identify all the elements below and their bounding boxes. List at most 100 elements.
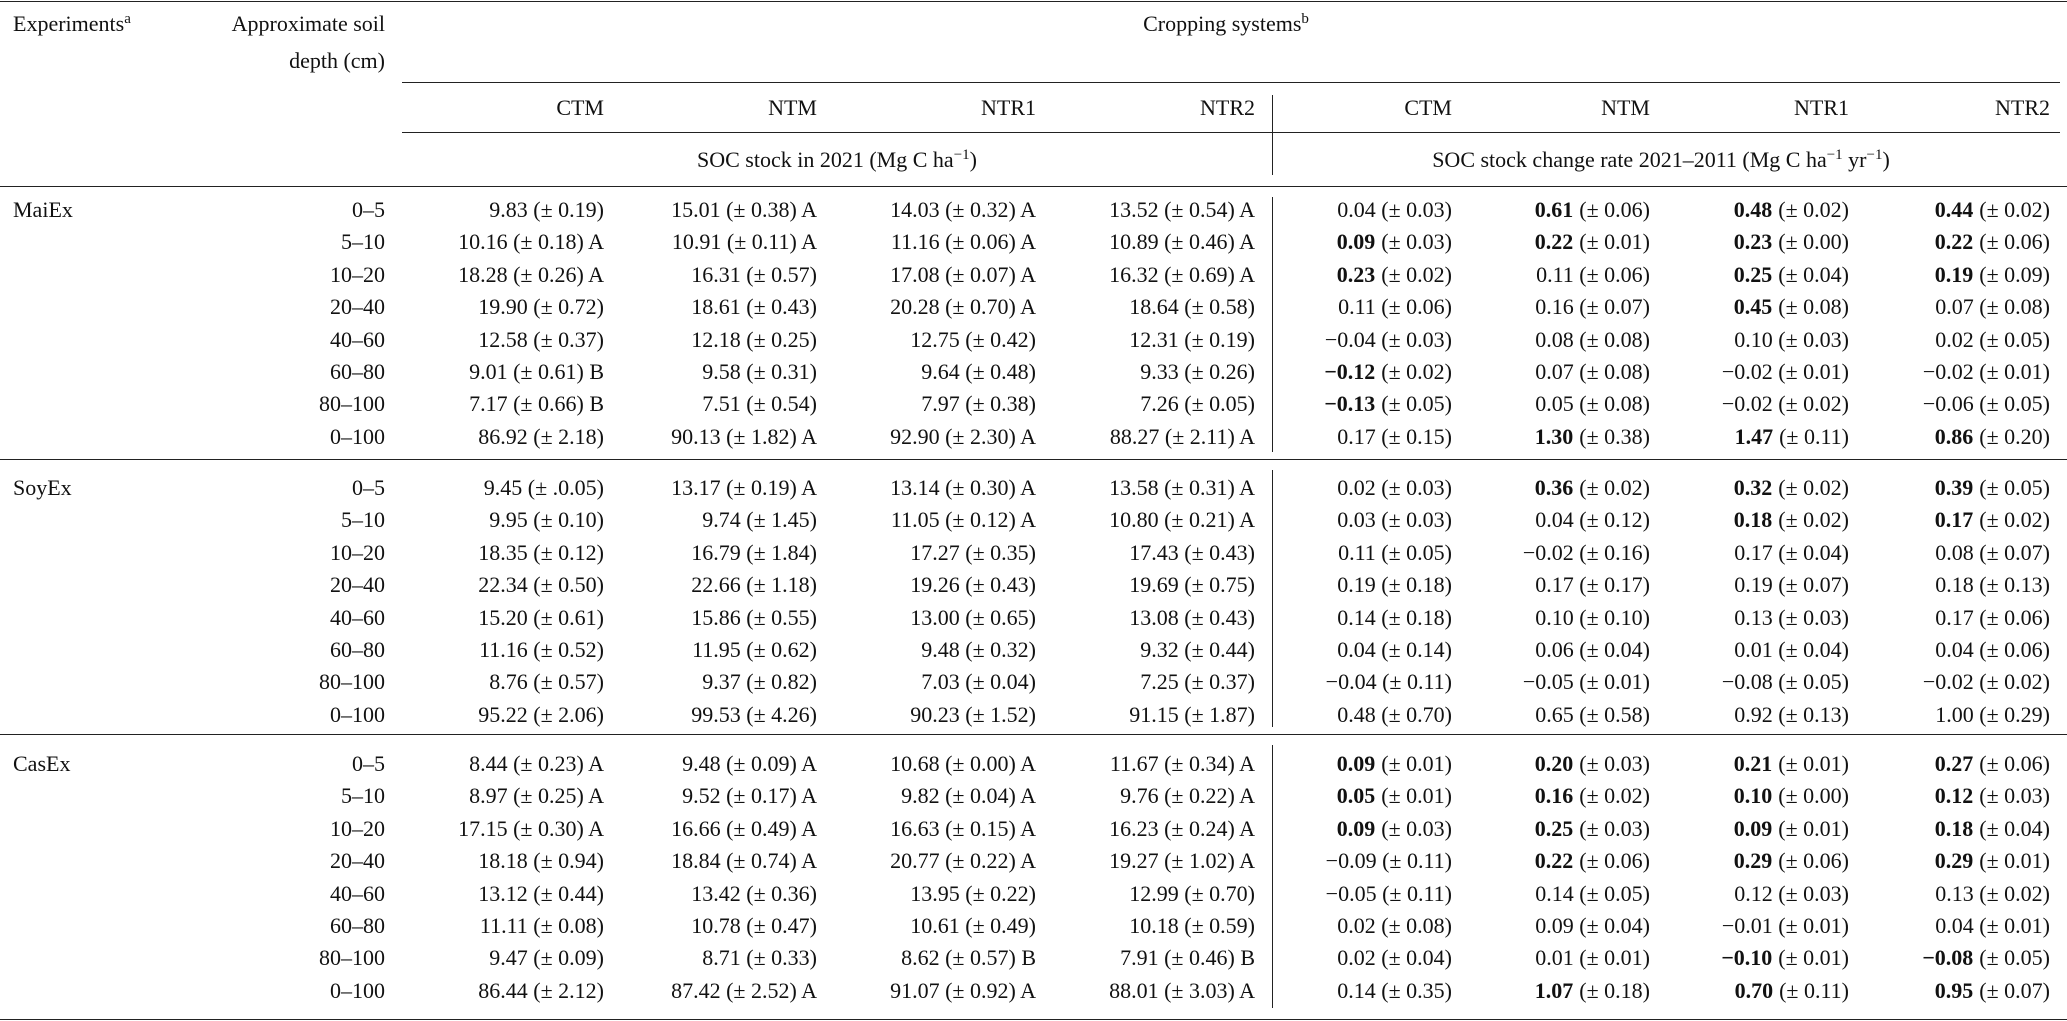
table-cell: 9.37 (± 0.82) — [702, 669, 817, 695]
table-cell: 9.52 (± 0.17) A — [682, 783, 817, 809]
table-cell: 0.22 (± 0.06) — [1935, 231, 2050, 253]
table-cell: 99.53 (± 4.26) — [691, 701, 817, 727]
depth-label: 40–60 — [330, 604, 385, 630]
superscript: −1 — [1866, 147, 1883, 163]
table-cell: 0.04 (± 0.01) — [1935, 913, 2050, 938]
table-cell: 0.23 (± 0.00) — [1734, 231, 1849, 253]
table-cell: 15.20 (± 0.61) — [478, 604, 604, 630]
cell-text: (± 0.20) — [1979, 423, 2050, 449]
experiments-header: Experimentsa — [13, 12, 131, 35]
bold-value: −0.10 — [1721, 945, 1773, 971]
table-cell: 8.97 (± 0.25) A — [469, 783, 604, 809]
bold-value: 0.70 — [1734, 977, 1774, 1003]
depth-label: 0–5 — [352, 475, 385, 500]
rule — [0, 459, 2067, 460]
table-cell: 0.48 (± 0.70) — [1337, 701, 1452, 727]
cell-text: (± 0.01) — [1778, 945, 1849, 971]
table-cell: 12.31 (± 0.19) — [1129, 326, 1255, 352]
bold-value: −0.08 — [1922, 945, 1974, 971]
table-cell: 0.14 (± 0.35) — [1337, 977, 1452, 1003]
table-cell: 8.62 (± 0.57) B — [901, 945, 1036, 971]
table-cell: 13.00 (± 0.65) — [910, 604, 1036, 630]
table-cell: 0.09 (± 0.01) — [1337, 753, 1452, 775]
stock-header: SOC stock in 2021 (Mg C ha−1) — [697, 147, 977, 172]
bold-value: −0.13 — [1324, 391, 1376, 417]
depth-label: 60–80 — [330, 359, 385, 384]
cell-text: (± 0.06) — [1979, 229, 2050, 255]
bold-value: 0.10 — [1733, 783, 1773, 809]
table-cell: 19.69 (± 0.75) — [1129, 572, 1255, 598]
table-cell: 0.17 (± 0.04) — [1734, 539, 1849, 565]
bold-value: 0.09 — [1733, 815, 1773, 841]
table-cell: 0.13 (± 0.03) — [1734, 604, 1849, 630]
table-cell: −0.05 (± 0.01) — [1522, 669, 1650, 695]
table-cell: 18.28 (± 0.26) A — [458, 261, 604, 287]
table-cell: 13.08 (± 0.43) — [1129, 604, 1255, 630]
system-header: NTM — [1601, 95, 1650, 120]
depth-label: 60–80 — [330, 637, 385, 662]
table-cell: 9.48 (± 0.09) A — [682, 751, 817, 776]
table-cell: 0.61 (± 0.06) — [1535, 199, 1650, 221]
table-cell: 0.44 (± 0.02) — [1935, 199, 2050, 221]
footnote-mark: b — [1301, 11, 1309, 27]
cell-text: (± 0.01) — [1979, 848, 2050, 874]
table-cell: 11.67 (± 0.34) A — [1109, 751, 1255, 776]
table-cell: 0.19 (± 0.07) — [1734, 572, 1849, 598]
cell-text: (± 0.38) — [1579, 423, 1650, 449]
cell-text: (± 0.01) — [1381, 783, 1452, 809]
table-cell: 16.79 (± 1.84) — [691, 539, 817, 565]
table-cell: 13.58 (± 0.31) A — [1109, 475, 1255, 500]
depth-label: 5–10 — [341, 507, 385, 533]
table-cell: 0.17 (± 0.06) — [1935, 604, 2050, 630]
table-cell: 15.01 (± 0.38) A — [671, 197, 817, 222]
depth-label: 0–100 — [330, 423, 385, 449]
header-text: SOC stock in 2021 (Mg C ha — [697, 147, 954, 172]
divider — [1272, 470, 1273, 727]
table-cell: 8.44 (± 0.23) A — [469, 751, 604, 776]
table-cell: 0.10 (± 0.03) — [1734, 326, 1849, 352]
table-cell: 9.76 (± 0.22) A — [1120, 783, 1255, 809]
table-cell: 20.77 (± 0.22) A — [890, 848, 1036, 874]
depth-header: Approximate soil — [231, 11, 385, 36]
table-cell: 11.11 (± 0.08) — [479, 913, 604, 938]
table-cell: 0.01 (± 0.04) — [1734, 637, 1849, 662]
table-cell: 22.66 (± 1.18) — [691, 572, 817, 598]
table-cell: 10.91 (± 0.11) A — [671, 229, 817, 255]
cell-text: (± 0.02) — [1381, 359, 1452, 384]
bold-value: 0.09 — [1336, 229, 1376, 255]
table-cell: 0.17 (± 0.17) — [1535, 572, 1650, 598]
bold-value: 0.18 — [1733, 507, 1773, 533]
table-cell: 0.45 (± 0.08) — [1734, 296, 1849, 318]
table-cell: 16.63 (± 0.15) A — [890, 815, 1036, 841]
bold-value: 0.20 — [1534, 751, 1574, 776]
table-cell: 18.64 (± 0.58) — [1129, 294, 1255, 320]
bold-value: 0.22 — [1534, 229, 1574, 255]
table-cell: 1.47 (± 0.11) — [1735, 425, 1849, 448]
table-cell: 0.39 (± 0.05) — [1935, 477, 2050, 499]
table-cell: 13.52 (± 0.54) A — [1109, 197, 1255, 222]
table-cell: 12.58 (± 0.37) — [478, 326, 604, 352]
table-cell: 0.04 (± 0.03) — [1337, 197, 1452, 222]
cell-text: (± 0.08) — [1778, 294, 1849, 320]
table-cell: 0.05 (± 0.08) — [1535, 391, 1650, 417]
table-cell: −0.04 (± 0.03) — [1324, 326, 1452, 352]
table-cell: 8.71 (± 0.33) — [702, 945, 817, 971]
table-cell: −0.01 (± 0.01) — [1721, 913, 1849, 938]
header-text: SOC stock change rate 2021–2011 (Mg C ha — [1432, 147, 1827, 172]
bold-value: 0.22 — [1934, 229, 1974, 255]
depth-label: 40–60 — [330, 326, 385, 352]
table-cell: −0.12 (± 0.02) — [1324, 361, 1452, 383]
table-cell: 12.18 (± 0.25) — [691, 326, 817, 352]
table-cell: 88.27 (± 2.11) A — [1109, 423, 1255, 449]
table-cell: 0.19 (± 0.18) — [1337, 572, 1452, 598]
bold-value: 1.30 — [1534, 423, 1574, 449]
table-cell: 0.48 (± 0.02) — [1734, 199, 1849, 221]
table-cell: 18.84 (± 0.74) A — [671, 848, 817, 874]
system-header: NTR2 — [1200, 95, 1255, 120]
table-cell: 0.02 (± 0.03) — [1337, 475, 1452, 500]
table-cell: 12.99 (± 0.70) — [1129, 880, 1255, 906]
cell-text: (± 0.02) — [1579, 475, 1650, 500]
table-cell: 0.29 (± 0.01) — [1935, 850, 2050, 872]
header-text: yr — [1842, 147, 1867, 172]
